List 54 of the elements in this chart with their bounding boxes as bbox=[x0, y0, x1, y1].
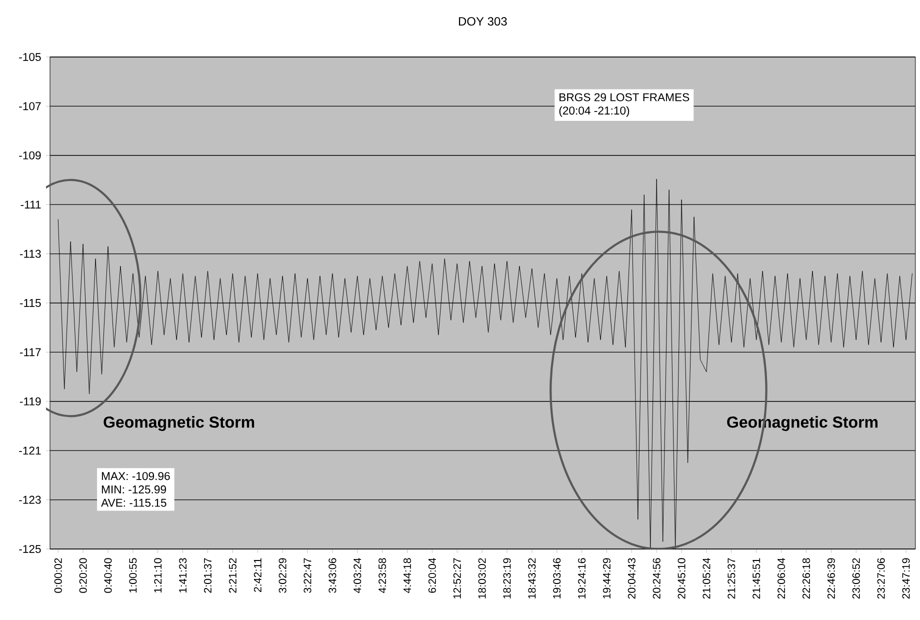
x-tick-label: 21:05:24 bbox=[702, 558, 710, 599]
x-tick-label: 18:03:02 bbox=[478, 558, 486, 598]
x-tick-label: 0:00:02 bbox=[54, 558, 62, 593]
y-tick-label: -121 bbox=[19, 446, 41, 455]
annotation: Geomagnetic Storm bbox=[104, 416, 254, 432]
x-tick-label: 2:21:52 bbox=[228, 558, 236, 593]
x-tick-label: 23:06:52 bbox=[852, 558, 860, 599]
y-tick-label: -105 bbox=[19, 52, 41, 61]
x-tick-label: 0:40:40 bbox=[104, 558, 112, 593]
x-tick-label: 21:45:51 bbox=[752, 558, 760, 599]
y-tick-label: -111 bbox=[20, 200, 41, 208]
x-tick-label: 20:45:10 bbox=[678, 558, 686, 599]
x-tick-label: 12:52:27 bbox=[453, 558, 461, 598]
chart-title: DOY 303 bbox=[458, 17, 507, 26]
annotation: AVE: -115.15 bbox=[101, 498, 166, 507]
y-tick-label: -109 bbox=[19, 151, 41, 160]
y-tick-label: -117 bbox=[20, 348, 41, 356]
x-tick-label: 20:04:43 bbox=[628, 558, 636, 599]
y-tick-label: -125 bbox=[19, 544, 41, 553]
y-tick-label: -119 bbox=[20, 397, 41, 406]
y-tick-label: -113 bbox=[20, 250, 41, 258]
x-tick-label: 1:41:23 bbox=[179, 558, 187, 592]
x-tick-label: 18:23:19 bbox=[503, 558, 511, 598]
x-tick-label: 18:43:32 bbox=[528, 558, 536, 598]
y-tick-label: -107 bbox=[19, 102, 41, 110]
annotation: MIN: -125.99 bbox=[102, 485, 166, 494]
annotation: (20:04 -21:10) bbox=[559, 106, 630, 117]
x-tick-label: 4:44:18 bbox=[403, 558, 412, 594]
x-tick-label: 19:44:29 bbox=[602, 558, 611, 598]
x-tick-label: 2:01:37 bbox=[204, 558, 212, 593]
x-tick-label: 22:26:18 bbox=[802, 558, 810, 599]
annotation: Geomagnetic Storm bbox=[727, 416, 878, 432]
x-tick-label: 1:00:55 bbox=[129, 558, 137, 592]
x-tick-label: 3:22:47 bbox=[304, 558, 312, 593]
x-tick-label: 21:25:37 bbox=[728, 558, 736, 599]
annotation: MAX: -109.96 bbox=[102, 472, 170, 480]
x-tick-label: 19:03:46 bbox=[553, 558, 561, 598]
x-tick-label: 22:06:04 bbox=[778, 558, 786, 599]
x-tick-label: 0:20:20 bbox=[79, 558, 87, 593]
y-tick-label: -123 bbox=[19, 496, 41, 504]
x-tick-label: 3:02:29 bbox=[278, 558, 286, 593]
x-tick-label: 4:03:24 bbox=[354, 558, 362, 594]
x-tick-label: 20:24:56 bbox=[652, 558, 660, 599]
y-tick-label: -115 bbox=[20, 299, 41, 307]
x-tick-label: 22:46:39 bbox=[827, 558, 835, 599]
x-tick-label: 1:21:10 bbox=[154, 558, 162, 592]
x-tick-label: 4:23:58 bbox=[378, 558, 386, 594]
x-tick-label: 3:43:06 bbox=[328, 558, 336, 593]
x-tick-label: 23:47:19 bbox=[902, 558, 910, 599]
x-tick-label: 23:27:06 bbox=[877, 558, 885, 599]
x-tick-label: 2:42:11 bbox=[254, 558, 262, 592]
x-tick-label: 6:20:04 bbox=[428, 558, 436, 593]
x-tick-label: 19:24:16 bbox=[578, 558, 586, 598]
annotation: BRGS 29 LOST FRAMES bbox=[560, 93, 690, 102]
